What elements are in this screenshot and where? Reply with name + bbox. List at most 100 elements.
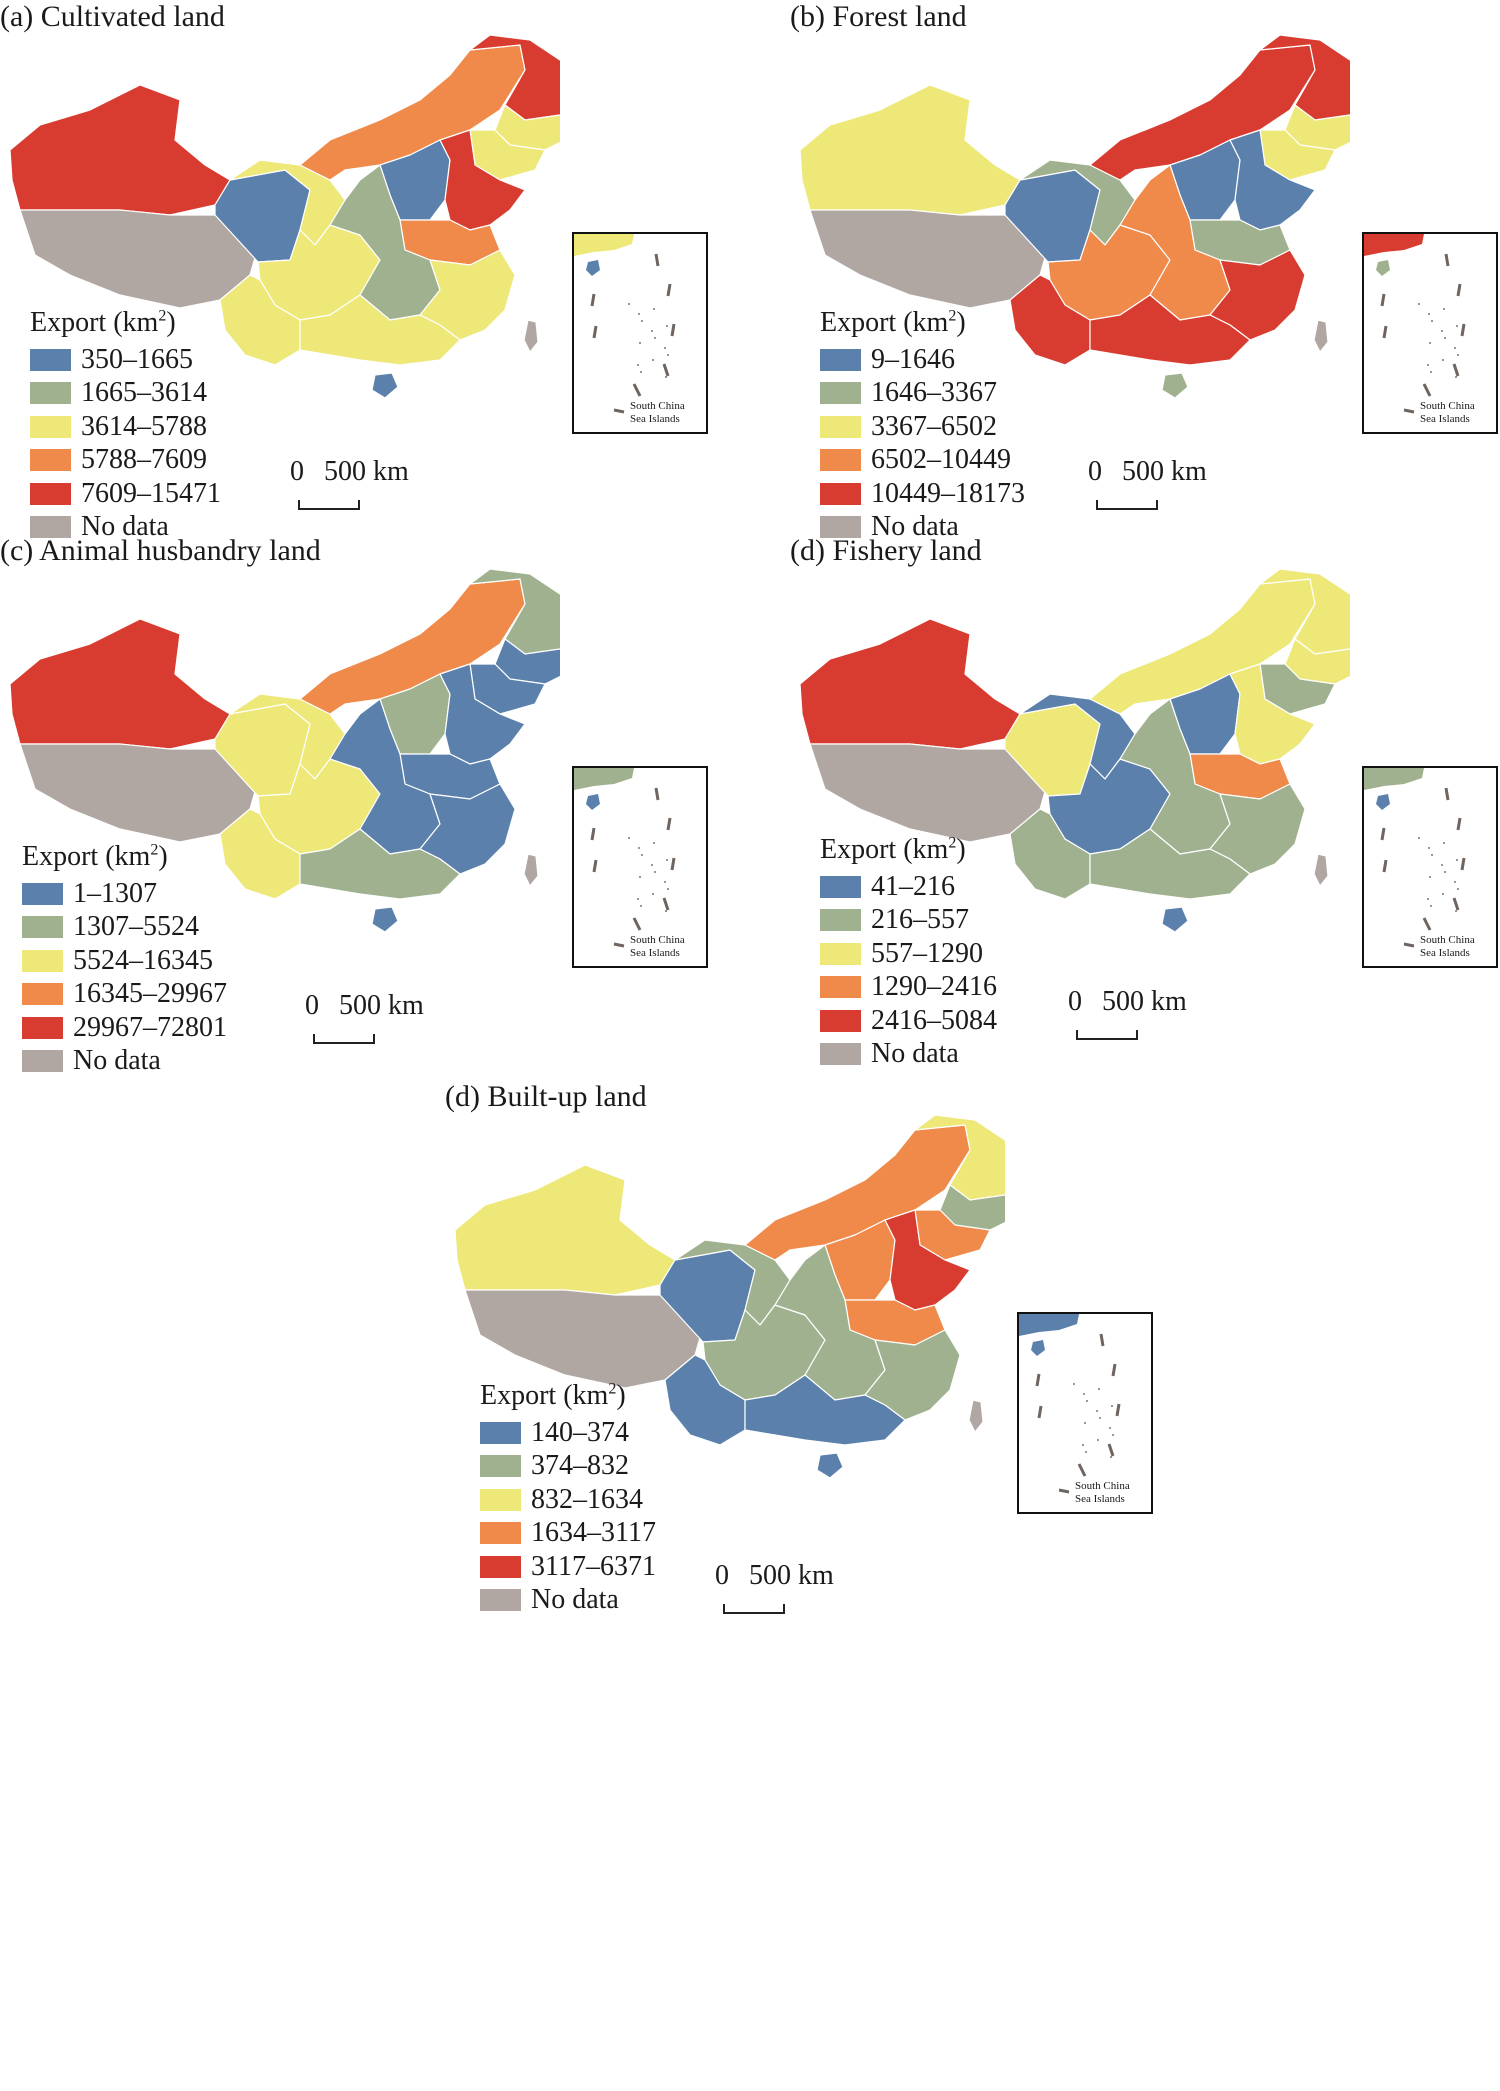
legend-label: 374–832 <box>531 1450 629 1482</box>
region-southeast <box>1209 249 1306 341</box>
scale-bar: 0 500 km <box>305 990 445 1050</box>
legend-label: No data <box>73 1045 161 1077</box>
boundary-dash <box>654 253 660 267</box>
region-southeast <box>864 1329 961 1421</box>
region-hainan <box>816 1452 844 1479</box>
island-dot <box>1111 1405 1113 1407</box>
island-dot <box>1429 876 1431 878</box>
island-dot <box>1427 898 1429 900</box>
region-inner-mongolia <box>299 44 526 181</box>
legend-item: 1634–3117 <box>480 1517 656 1551</box>
region-heilongjiang <box>914 1114 1005 1201</box>
panel-title: (d) Built-up land <box>445 1080 647 1113</box>
boundary-dash <box>1380 293 1386 307</box>
island-dot <box>1083 1393 1085 1395</box>
legend-item: 350–1665 <box>30 343 221 377</box>
island-dot <box>654 871 656 873</box>
legend-item: 832–1634 <box>480 1483 656 1517</box>
region-shandong-hebei <box>1229 129 1316 231</box>
legend-swatch <box>30 482 71 505</box>
boundary-dash <box>670 857 676 871</box>
island-dot <box>1096 1410 1098 1412</box>
legend-item: 16345–29967 <box>22 978 227 1012</box>
inset-coast <box>1019 1314 1079 1336</box>
inset-hainan <box>586 260 600 276</box>
island-dot <box>1443 308 1445 310</box>
panel-title: (d) Fishery land <box>790 534 982 567</box>
legend-title: Export (km2) <box>820 834 966 865</box>
legend-label: No data <box>871 511 959 543</box>
inset-label: South China Sea Islands <box>1075 1480 1130 1505</box>
island-dot <box>639 876 641 878</box>
legend-label: 2416–5084 <box>871 1004 997 1036</box>
island-dot <box>637 364 639 366</box>
island-dot <box>652 893 654 895</box>
legend-swatch <box>820 516 861 539</box>
map-panel-a: (a) Cultivated land South China Sea Islan… <box>0 0 740 700</box>
legend-label: 1646–3367 <box>871 377 997 409</box>
island-dot <box>666 325 668 327</box>
legend-item: No data <box>480 1584 656 1618</box>
scale-bar: 0 500 km <box>715 1560 855 1620</box>
island-dot <box>1442 359 1444 361</box>
legend-label: 1307–5524 <box>73 911 199 943</box>
legend: Export (km2) 41–216 216–557 557–1290 1290–24… <box>820 834 997 1071</box>
island-dot <box>1086 1400 1088 1402</box>
legend-swatch <box>22 949 63 972</box>
legend-item: 2416–5084 <box>820 1004 997 1038</box>
legend-label: 557–1290 <box>871 937 983 969</box>
boundary-dash <box>1456 817 1462 831</box>
inset-hainan <box>1031 1340 1045 1356</box>
island-dot <box>640 371 642 373</box>
region-hainan <box>1161 906 1189 933</box>
island-dot <box>1457 888 1459 890</box>
inset-map <box>574 768 676 948</box>
island-dot <box>664 347 666 349</box>
island-dot <box>1444 337 1446 339</box>
legend-swatch <box>820 348 861 371</box>
boundary-dash <box>1115 1403 1121 1417</box>
legend-swatch <box>22 1016 63 1039</box>
island-dot <box>1444 871 1446 873</box>
island-dot <box>638 313 640 315</box>
boundary-dash <box>1403 942 1415 948</box>
legend-title: Export (km2) <box>22 841 168 872</box>
legend-label: No data <box>81 511 169 543</box>
region-hainan <box>371 906 399 933</box>
boundary-dash <box>592 859 598 873</box>
legend-label: 9–1646 <box>871 343 955 375</box>
inset-south-china-sea: South China Sea Islands <box>1017 1312 1153 1514</box>
region-inner-mongolia <box>1089 44 1316 181</box>
boundary-dash <box>1460 323 1466 337</box>
island-dot <box>1454 347 1456 349</box>
region-taiwan <box>523 853 539 887</box>
boundary-dash <box>1380 827 1386 841</box>
boundary-dash <box>590 827 596 841</box>
inset-map <box>1364 234 1466 414</box>
legend-label: 216–557 <box>871 904 969 936</box>
island-dot <box>1082 1444 1084 1446</box>
island-dot <box>638 847 640 849</box>
region-inner-mongolia <box>744 1124 971 1261</box>
legend-label: 7609–15471 <box>81 477 221 509</box>
region-hainan <box>371 372 399 399</box>
boundary-dash <box>1111 1363 1117 1377</box>
island-dot <box>666 859 668 861</box>
legend-item: No data <box>820 511 1025 545</box>
boundary-dash <box>1444 253 1450 267</box>
region-hainan <box>1161 372 1189 399</box>
island-dot <box>1441 864 1443 866</box>
legend-item: No data <box>820 1038 997 1072</box>
region-heilongjiang <box>469 568 560 655</box>
china-map <box>799 568 1350 933</box>
map-panel-d-built-up: (d) Built-up land South China Sea Islands… <box>445 1080 1185 1780</box>
legend-label: 1665–3614 <box>81 377 207 409</box>
island-dot <box>1429 342 1431 344</box>
panel-title: (a) Cultivated land <box>0 0 225 33</box>
legend-item: 1665–3614 <box>30 377 221 411</box>
island-dot <box>1456 859 1458 861</box>
legend-title: Export (km2) <box>30 307 176 338</box>
boundary-dash <box>590 293 596 307</box>
boundary-dash <box>613 408 625 414</box>
island-dot <box>1442 893 1444 895</box>
